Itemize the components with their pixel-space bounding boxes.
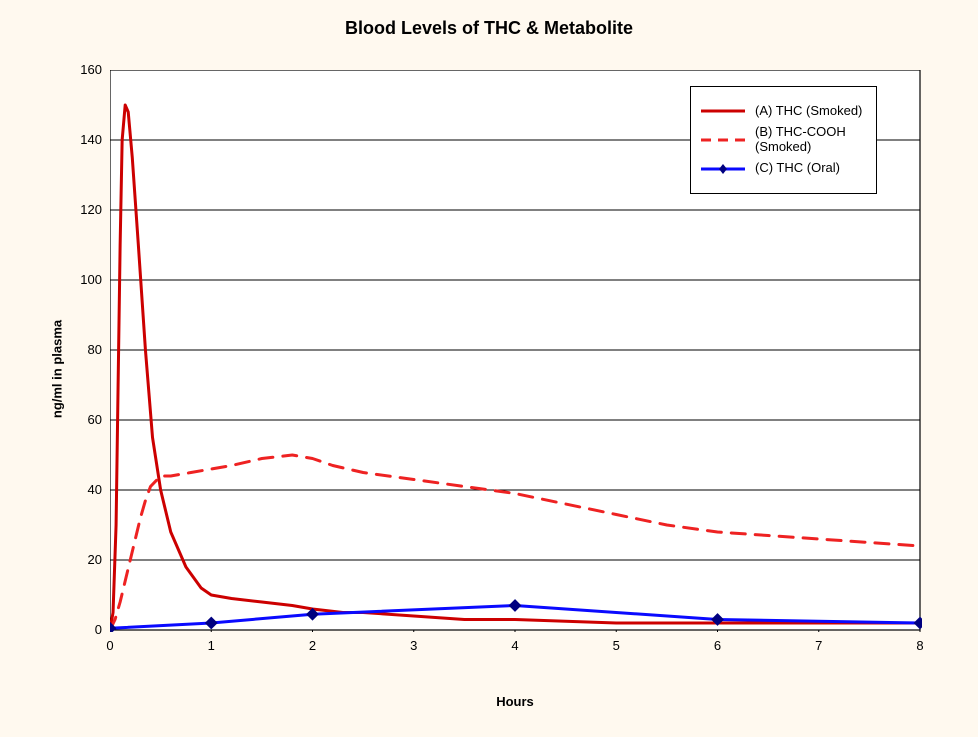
y-tick-label: 80 [88, 342, 102, 357]
x-tick-label: 4 [505, 638, 525, 653]
legend-label-A: (A) THC (Smoked) [755, 104, 862, 119]
legend: (A) THC (Smoked) (B) THC-COOH(Smoked) (C… [690, 86, 877, 194]
y-tick-label: 40 [88, 482, 102, 497]
legend-swatch-C [701, 161, 745, 177]
x-tick-label: 3 [404, 638, 424, 653]
legend-swatch-A [701, 103, 745, 119]
y-tick-label: 20 [88, 552, 102, 567]
legend-item-A: (A) THC (Smoked) [701, 103, 862, 119]
y-axis-label: ng/ml in plasma [50, 319, 65, 417]
legend-item-B: (B) THC-COOH(Smoked) [701, 125, 862, 155]
y-tick-label: 140 [80, 132, 102, 147]
legend-item-C: (C) THC (Oral) [701, 161, 862, 177]
legend-swatch-B [701, 132, 745, 148]
y-tick-label: 0 [95, 622, 102, 637]
x-tick-label: 2 [303, 638, 323, 653]
chart-page: Blood Levels of THC & Metabolite ng/ml i… [0, 0, 978, 737]
x-tick-label: 7 [809, 638, 829, 653]
x-tick-label: 1 [201, 638, 221, 653]
y-tick-label: 100 [80, 272, 102, 287]
chart-title: Blood Levels of THC & Metabolite [0, 18, 978, 39]
x-tick-label: 0 [100, 638, 120, 653]
legend-label-C: (C) THC (Oral) [755, 161, 840, 176]
y-tick-label: 60 [88, 412, 102, 427]
x-tick-label: 5 [606, 638, 626, 653]
legend-label-B: (B) THC-COOH(Smoked) [755, 125, 846, 155]
x-tick-label: 8 [910, 638, 930, 653]
x-axis-label: Hours [0, 694, 920, 709]
y-tick-label: 160 [80, 62, 102, 77]
x-tick-label: 6 [708, 638, 728, 653]
y-tick-label: 120 [80, 202, 102, 217]
